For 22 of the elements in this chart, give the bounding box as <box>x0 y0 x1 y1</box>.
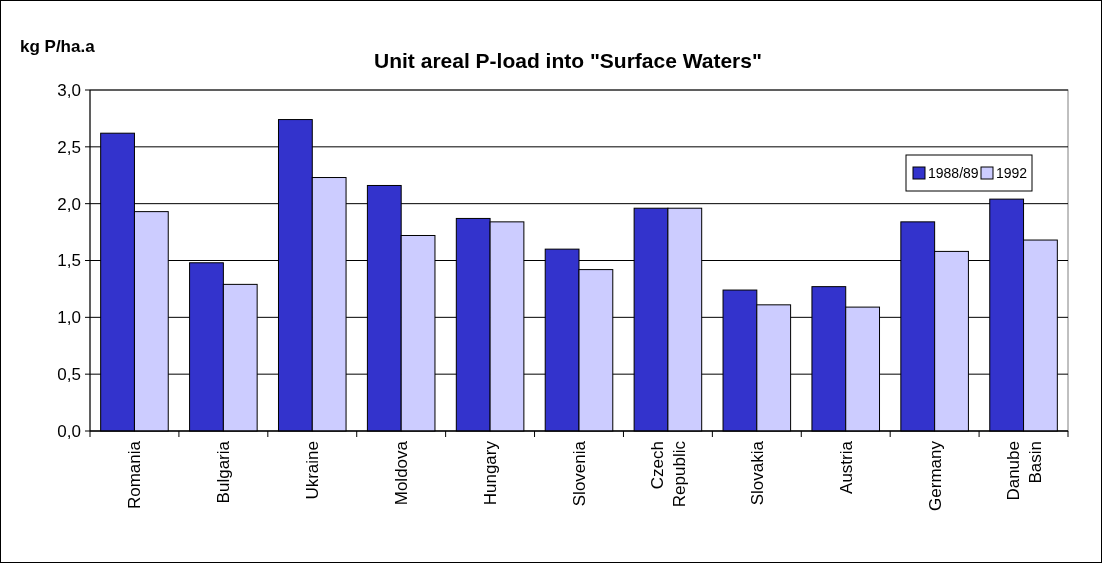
x-tick-label: Moldova <box>392 440 412 506</box>
x-tick-label: Germany <box>925 440 945 511</box>
y-tick-label: 0,0 <box>57 421 81 441</box>
x-tick-label: Romania <box>125 440 145 510</box>
x-tick-label: Czech Republic <box>647 440 689 508</box>
y-axis-title: kg P/ha.a <box>20 37 96 56</box>
y-tick-label: 0,5 <box>57 365 81 385</box>
x-tick-label: Slovenia <box>570 440 589 507</box>
y-tick-label: 1,0 <box>57 308 81 328</box>
x-tick-label: Slovakia <box>747 440 767 506</box>
legend-label: 1992 <box>996 165 1028 181</box>
x-tick-label: Bulgaria <box>214 440 234 504</box>
x-tick-label: Danube Basin <box>1003 441 1045 501</box>
legend-label: 1988/89 <box>928 165 979 181</box>
chart-title: Unit areal P-load into "Surface Waters" <box>374 49 762 72</box>
y-tick-label: 3,0 <box>57 80 81 100</box>
x-tick-label: Hungary <box>481 440 501 506</box>
x-tick-label: Austria <box>836 440 856 494</box>
y-tick-label: 1,5 <box>57 251 81 271</box>
x-tick-label: Ukraine <box>303 441 323 500</box>
y-tick-label: 2,0 <box>57 194 81 214</box>
y-tick-label: 2,5 <box>57 137 81 157</box>
